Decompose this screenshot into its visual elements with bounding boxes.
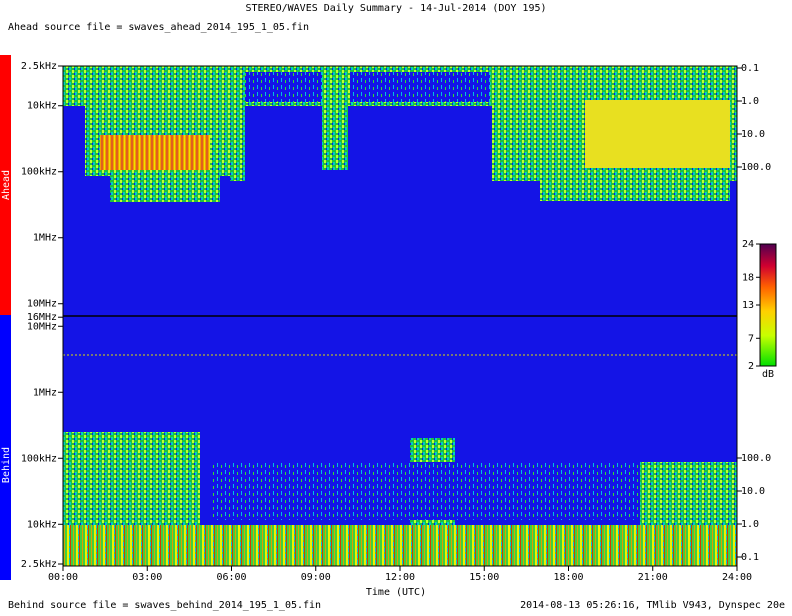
y-tick-label: 2.5kHz bbox=[21, 559, 57, 570]
y-tick-label: 10kHz bbox=[27, 519, 57, 530]
x-label: Time (UTC) bbox=[366, 587, 426, 598]
x-tick-label: 21:00 bbox=[638, 572, 668, 583]
colorbar bbox=[759, 243, 777, 367]
x-tick-label: 00:00 bbox=[48, 572, 78, 583]
y-tick-label: 16MHz bbox=[27, 312, 57, 323]
y-tick-label: 100kHz bbox=[21, 453, 57, 464]
ahead-label: Ahead bbox=[1, 170, 12, 200]
behind-label: Behind bbox=[1, 447, 12, 483]
x-tick-label: 09:00 bbox=[301, 572, 331, 583]
y-tick-label: 1MHz bbox=[33, 387, 57, 398]
x-tick-label: 18:00 bbox=[553, 572, 583, 583]
colorbar-tick-label: 2 bbox=[748, 361, 754, 372]
x-tick-label: 06:00 bbox=[216, 572, 246, 583]
x-tick-label: 24:00 bbox=[722, 572, 752, 583]
ahead-bar bbox=[0, 55, 11, 315]
x-tick-label: 12:00 bbox=[385, 572, 415, 583]
y2-tick-label: 0.1 bbox=[741, 552, 759, 563]
title: STEREO/WAVES Daily Summary - 14-Jul-2014… bbox=[245, 3, 546, 14]
x-tick-label: 03:00 bbox=[132, 572, 162, 583]
ahead-source: Ahead source file = swaves_ahead_2014_19… bbox=[8, 22, 309, 33]
y-tick-label: 10kHz bbox=[27, 101, 57, 112]
y2-tick-label: 10.0 bbox=[741, 486, 765, 497]
y-tick-label: 1MHz bbox=[33, 233, 57, 244]
colorbar-label: dB bbox=[762, 369, 774, 380]
colorbar-tick-label: 7 bbox=[748, 333, 754, 344]
y2-tick-label: 10.0 bbox=[741, 129, 765, 140]
y-tick-label: 100kHz bbox=[21, 167, 57, 178]
y-tick-label: 10MHz bbox=[27, 299, 57, 310]
y2-tick-label: 0.1 bbox=[741, 63, 759, 74]
colorbar-tick-label: 24 bbox=[742, 239, 754, 250]
y-tick-label: 10MHz bbox=[27, 321, 57, 332]
spectrogram bbox=[63, 66, 737, 566]
y2-tick-label: 1.0 bbox=[741, 519, 759, 530]
colorbar-tick-label: 18 bbox=[742, 272, 754, 283]
y2-tick-label: 1.0 bbox=[741, 96, 759, 107]
x-tick-label: 15:00 bbox=[469, 572, 499, 583]
y2-tick-label: 100.0 bbox=[741, 453, 771, 464]
y2-tick-label: 100.0 bbox=[741, 162, 771, 173]
behind-bar bbox=[0, 315, 11, 580]
y-tick-label: 2.5kHz bbox=[21, 61, 57, 72]
footer: 2014-08-13 05:26:16, TMlib V943, Dynspec… bbox=[520, 600, 785, 611]
colorbar-tick-label: 13 bbox=[742, 300, 754, 311]
behind-source: Behind source file = swaves_behind_2014_… bbox=[8, 600, 321, 611]
